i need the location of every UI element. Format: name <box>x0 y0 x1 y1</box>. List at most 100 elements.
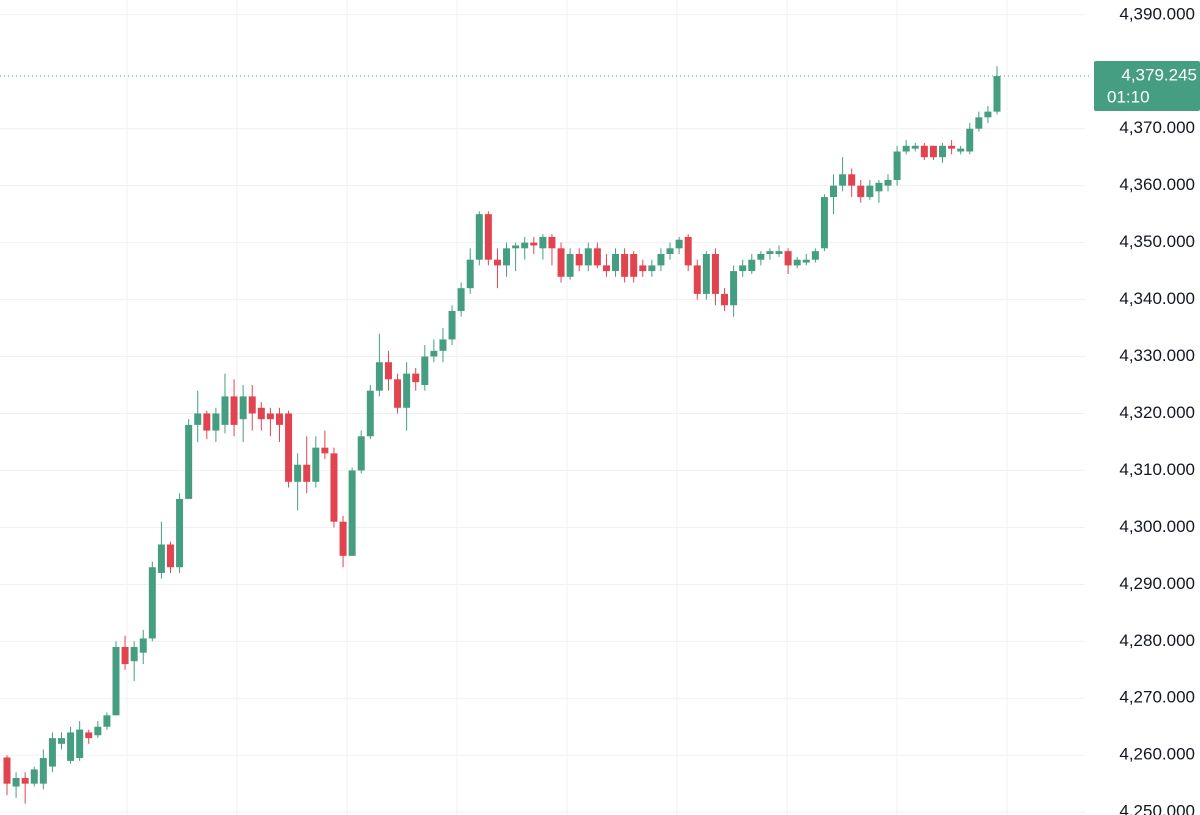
candle-body <box>684 236 692 266</box>
y-tick-label: 4,330.000 <box>1119 346 1195 365</box>
countdown-label: 01:10 <box>1107 88 1150 107</box>
candle-body <box>830 185 838 198</box>
candle-body <box>766 251 774 255</box>
candle-body <box>466 259 474 289</box>
candle-body <box>739 265 747 272</box>
candle-body <box>475 214 483 260</box>
y-tick-label: 4,340.000 <box>1119 289 1195 308</box>
candle-body <box>702 254 710 294</box>
candle-body <box>130 646 138 662</box>
candle-body <box>693 265 701 294</box>
candle-body <box>839 174 847 186</box>
candle-body <box>85 732 93 739</box>
candle-body <box>593 248 601 266</box>
candle-body <box>711 254 719 294</box>
candle-body <box>993 76 1001 112</box>
candle-body <box>875 182 883 192</box>
candle-body <box>67 732 75 761</box>
candle-body <box>484 214 492 260</box>
candle-body <box>166 544 174 568</box>
candle-body <box>820 197 828 249</box>
candle-body <box>730 271 738 306</box>
candle-body <box>230 396 238 425</box>
candle-body <box>266 413 274 420</box>
candle-body <box>493 259 501 266</box>
candle-body <box>257 407 265 420</box>
candle-body <box>76 729 84 759</box>
candle-body <box>157 544 165 573</box>
candle-body <box>675 239 683 249</box>
candle-body <box>793 259 801 266</box>
candle-body <box>294 464 302 482</box>
candle-body <box>857 185 865 198</box>
candle-body <box>39 758 47 784</box>
candle-body <box>748 259 756 272</box>
candle-body <box>530 242 538 246</box>
candle-body <box>721 293 729 306</box>
candle-body <box>929 145 937 158</box>
candle-body <box>384 362 392 380</box>
candle-body <box>639 265 647 272</box>
candle-body <box>339 521 347 556</box>
candle-body <box>757 254 765 260</box>
y-tick-label: 4,310.000 <box>1119 460 1195 479</box>
y-tick-label: 4,390.000 <box>1119 4 1195 23</box>
candle-body <box>121 646 129 665</box>
candle-body <box>48 738 56 767</box>
last-price-label: 4,379.245 <box>1121 66 1197 85</box>
candle-body <box>412 373 420 383</box>
candle-body <box>884 179 892 186</box>
candle-body <box>321 447 329 454</box>
candle-body <box>421 356 429 386</box>
candle-body <box>503 248 511 266</box>
candle-body <box>148 567 156 639</box>
y-tick-label: 4,280.000 <box>1119 631 1195 650</box>
candle-body <box>548 236 556 249</box>
y-tick-label: 4,260.000 <box>1119 745 1195 764</box>
candle-body <box>176 498 184 568</box>
candle-body <box>575 254 583 266</box>
y-tick-label: 4,350.000 <box>1119 232 1195 251</box>
y-tick-label: 4,270.000 <box>1119 688 1195 707</box>
candle-body <box>811 251 819 260</box>
candle-body <box>94 726 102 736</box>
candle-body <box>348 470 356 556</box>
candle-body <box>430 350 438 357</box>
candle-body <box>948 145 956 149</box>
candle-body <box>185 424 193 499</box>
candle-body <box>30 769 38 784</box>
candle-body <box>357 436 365 471</box>
y-tick-label: 4,360.000 <box>1119 175 1195 194</box>
candle-body <box>3 757 11 784</box>
candle-body <box>802 259 810 263</box>
candle-body <box>203 413 211 431</box>
candle-body <box>439 339 447 351</box>
candle-body <box>312 447 320 482</box>
candle-body <box>666 248 674 255</box>
candle-body <box>239 396 247 420</box>
last-price-tag <box>1094 61 1200 112</box>
candle-body <box>602 265 610 272</box>
candle-body <box>221 396 229 425</box>
candle-body <box>303 464 311 482</box>
candle-body <box>557 248 565 277</box>
candle-body <box>984 111 992 118</box>
candle-body <box>902 145 910 152</box>
candle-body <box>621 254 629 277</box>
y-tick-label: 4,370.000 <box>1119 118 1195 137</box>
candle-body <box>375 362 383 391</box>
y-tick-label: 4,300.000 <box>1119 517 1195 536</box>
candle-body <box>394 379 402 408</box>
candle-body <box>403 373 411 408</box>
y-tick-label: 4,320.000 <box>1119 403 1195 422</box>
time-grid <box>126 0 1008 815</box>
candle-body <box>966 128 974 152</box>
candle-body <box>584 248 592 266</box>
candle-body <box>657 254 665 266</box>
candle-body <box>775 251 783 255</box>
candle-body <box>566 254 574 277</box>
candle-body <box>285 413 293 482</box>
y-tick-label: 4,290.000 <box>1119 574 1195 593</box>
